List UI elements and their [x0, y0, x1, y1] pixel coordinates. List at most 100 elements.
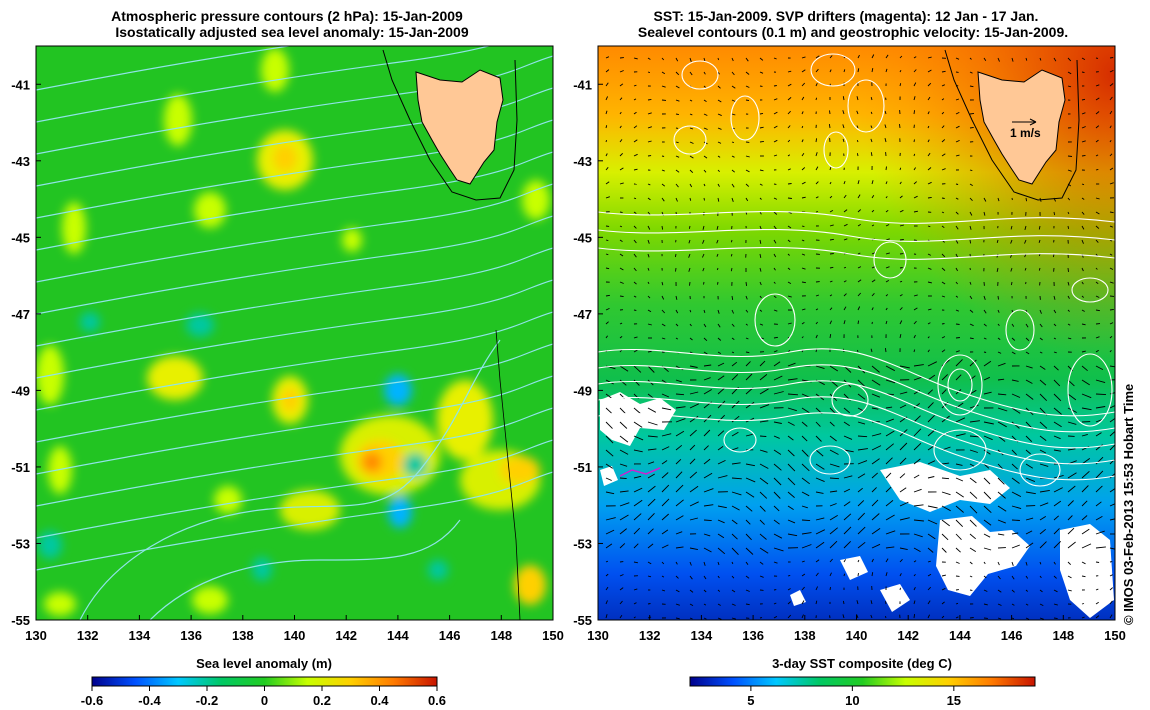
velocity-arrow: [927, 519, 938, 525]
velocity-arrow: [899, 320, 903, 325]
velocity-arrow: [787, 601, 791, 605]
velocity-arrow: [1109, 267, 1114, 270]
velocity-arrow: [815, 152, 818, 157]
anomaly-patch: [147, 356, 203, 400]
velocity-arrow: [1025, 561, 1028, 566]
velocity-arrow: [1053, 379, 1061, 387]
velocity-arrow: [899, 457, 907, 465]
velocity-arrow: [815, 541, 825, 549]
velocity-arrow: [913, 442, 922, 451]
velocity-arrow: [801, 152, 805, 157]
velocity-arrow: [913, 415, 921, 423]
velocity-arrow: [773, 98, 778, 101]
velocity-arrow: [759, 463, 769, 469]
velocity-arrow: [1011, 617, 1015, 620]
geostrophic-velocity-vectors: [605, 54, 1115, 620]
velocity-arrow: [689, 603, 694, 606]
velocity-arrow: [647, 350, 652, 353]
velocity-arrow: [647, 267, 650, 271]
velocity-arrow: [899, 333, 902, 339]
velocity-arrow: [1053, 449, 1061, 452]
velocity-arrow: [815, 308, 819, 311]
velocity-arrow: [885, 443, 894, 451]
velocity-arrow: [675, 561, 678, 565]
velocity-arrow: [913, 96, 916, 101]
velocity-arrow: [856, 139, 859, 143]
velocity-arrow: [1025, 517, 1034, 521]
velocity-arrow: [745, 169, 750, 173]
right-map-title-line1: SST: 15-Jan-2009. SVP drifters (magenta)…: [654, 8, 1039, 24]
velocity-arrow: [983, 295, 986, 300]
velocity-arrow: [829, 253, 834, 255]
velocity-arrow: [927, 111, 930, 115]
velocity-arrow: [983, 211, 986, 216]
sealevel-eddy-contour: [754, 293, 796, 347]
right-map-panel[interactable]: 1 m/s: [598, 46, 1120, 620]
velocity-arrow: [941, 323, 945, 325]
sealevel-eddy-contour: [673, 125, 707, 155]
velocity-arrow: [731, 561, 734, 565]
velocity-arrow: [941, 533, 949, 541]
velocity-arrow: [787, 183, 792, 185]
velocity-arrow: [1081, 365, 1088, 372]
velocity-arrow: [885, 572, 888, 577]
velocity-arrow: [871, 365, 880, 373]
velocity-arrow: [787, 349, 791, 353]
velocity-arrow: [731, 575, 735, 579]
pressure-contour-line: [36, 151, 553, 251]
velocity-arrow: [899, 195, 903, 199]
velocity-arrow: [1081, 500, 1088, 507]
velocity-arrow: [913, 110, 916, 115]
velocity-arrow: [941, 225, 945, 229]
velocity-arrow: [633, 197, 637, 200]
velocity-arrow: [801, 267, 806, 270]
velocity-arrow: [619, 239, 623, 242]
velocity-arrow: [870, 138, 873, 143]
velocity-arrow: [829, 280, 833, 283]
velocity-arrow: [787, 267, 791, 270]
velocity-arrow: [1109, 488, 1115, 493]
velocity-arrow: [913, 69, 917, 73]
velocity-arrow: [899, 307, 903, 311]
velocity-arrow: [675, 169, 680, 173]
velocity-arrow: [997, 491, 1006, 499]
velocity-arrow: [997, 393, 1007, 396]
velocity-arrow: [857, 473, 866, 479]
velocity-arrow: [661, 337, 666, 340]
left-map-panel[interactable]: [36, 0, 560, 620]
velocity-arrow: [703, 561, 706, 566]
velocity-arrow: [1067, 155, 1073, 157]
velocity-arrow: [829, 224, 834, 227]
velocity-arrow: [745, 505, 753, 512]
velocity-arrow: [983, 337, 987, 340]
velocity-arrow: [843, 266, 847, 269]
anomaly-patch: [192, 586, 228, 614]
velocity-arrow: [745, 155, 750, 158]
velocity-arrow: [745, 85, 750, 88]
velocity-arrow: [633, 499, 643, 507]
velocity-arrow: [745, 463, 755, 467]
velocity-arrow: [1053, 589, 1058, 593]
velocity-arrow: [870, 111, 873, 115]
velocity-arrow: [913, 428, 922, 437]
velocity-arrow: [899, 547, 908, 551]
velocity-arrow: [1095, 516, 1103, 521]
velocity-arrow: [647, 71, 651, 74]
velocity-arrow: [1039, 351, 1043, 354]
velocity-arrow: [829, 69, 832, 73]
y-tick-label: -51: [11, 460, 30, 475]
velocity-arrow: [688, 253, 691, 258]
velocity-arrow: [647, 197, 651, 201]
velocity-arrow: [647, 448, 657, 451]
velocity-arrow: [857, 320, 860, 325]
velocity-arrow: [689, 281, 691, 286]
velocity-arrow: [955, 323, 960, 325]
velocity-arrow: [801, 239, 805, 242]
velocity-arrow: [675, 99, 680, 102]
velocity-arrow: [969, 617, 974, 619]
velocity-arrow: [675, 85, 680, 89]
velocity-arrow: [815, 435, 822, 442]
velocity-arrow: [829, 449, 839, 455]
velocity-arrow: [745, 547, 754, 555]
velocity-arrow: [1095, 546, 1106, 549]
